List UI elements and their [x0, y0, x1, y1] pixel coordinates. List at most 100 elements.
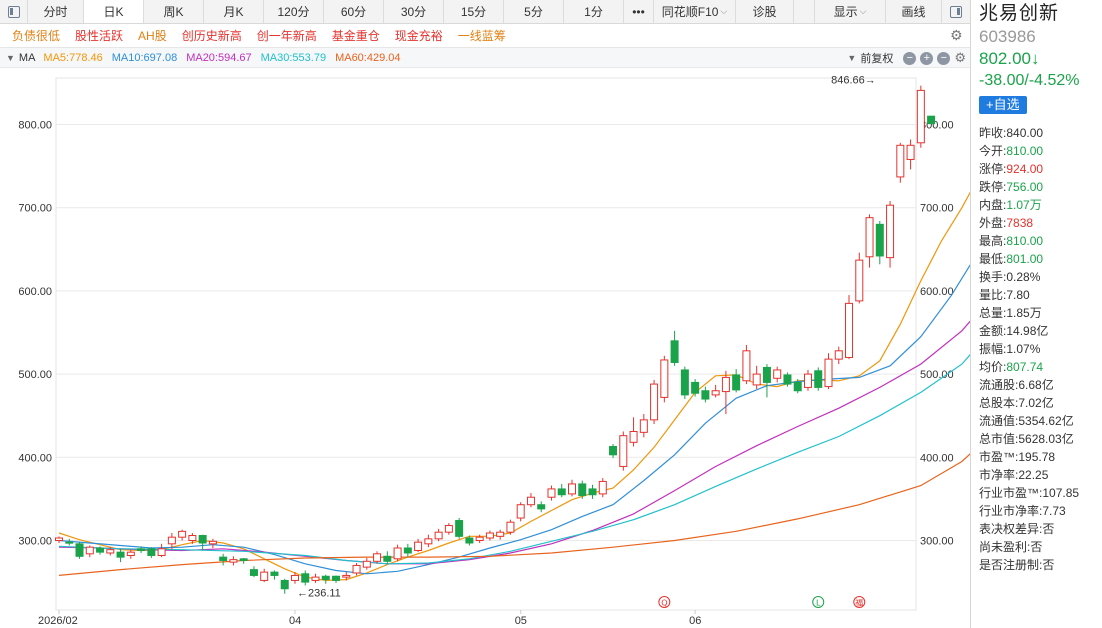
quote-row: 总股本: 7.02亿 [979, 394, 1102, 412]
display-dropdown[interactable]: 显示 ⌵ [814, 0, 886, 23]
candle-up [311, 576, 320, 581]
high-price-label: 846.66→ [831, 75, 876, 87]
stock-tag[interactable]: 一线蓝筹 [457, 29, 506, 43]
quote-row: 振幅: 1.07% [979, 340, 1102, 358]
collapse-chevron-icon[interactable]: ▼ [6, 52, 15, 63]
candle-up [414, 541, 423, 551]
candle-up [157, 548, 166, 556]
quote-label: 内盘: [979, 198, 1007, 212]
period-tab[interactable]: 日K [84, 0, 144, 23]
draw-line-button[interactable]: 画线 [886, 0, 942, 23]
quote-label: 行业市净率: [979, 504, 1043, 518]
quote-label: 行业市盈™: [979, 486, 1043, 500]
period-tab[interactable]: 分时 [28, 0, 84, 23]
x-tick-label: 06 [689, 615, 701, 627]
period-tab[interactable]: 同花顺F10 ⌵ [654, 0, 736, 23]
quote-row: 流通值: 5354.62亿 [979, 412, 1102, 430]
quote-row: 最低: 801.00 [979, 250, 1102, 268]
quote-label: 总市值: [979, 432, 1019, 446]
quote-value: 0.28% [1006, 270, 1041, 284]
candle-up [855, 259, 864, 302]
period-tab[interactable]: 周K [144, 0, 204, 23]
candle-up [126, 551, 135, 556]
quote-value: 807.74 [1006, 360, 1044, 374]
chart-settings-gear-icon[interactable]: ⚙ [954, 50, 966, 65]
stock-tag[interactable]: AH股 [138, 29, 167, 43]
stock-tag[interactable]: 负债很低 [12, 29, 61, 43]
stock-tag[interactable]: 创历史新高 [181, 29, 242, 43]
kline-chart-svg[interactable]: 300.00 300.00 400.00 400.00 500.00 500.00 600.… [0, 68, 970, 628]
add-to-watchlist-button[interactable]: +自选 [979, 96, 1027, 114]
candle-down [670, 340, 679, 363]
quote-value: 14.98亿 [1006, 324, 1049, 338]
candle-down [875, 223, 884, 257]
candle-up [342, 574, 351, 578]
quote-value: 1.07万 [1006, 198, 1042, 212]
candle-down [783, 374, 792, 385]
candle-up [444, 525, 453, 533]
candle-down [383, 555, 392, 562]
quote-fields: 昨收: 840.00 今开: 810.00 涨停: 924.00 跌停: 756.00 内盘: 1… [979, 124, 1102, 574]
period-tab[interactable]: 5分 [504, 0, 564, 23]
candle-down [270, 571, 279, 576]
period-tab-label: 30分 [400, 5, 427, 19]
period-tab[interactable]: 60分 [324, 0, 384, 23]
quote-value: 810.00 [1006, 144, 1044, 158]
zoom-out-icon[interactable]: − [903, 51, 917, 65]
quote-value: 756.00 [1006, 180, 1044, 194]
candle-down [732, 374, 741, 391]
candle-up [660, 359, 669, 398]
quote-row: 尚未盈利: 否 [979, 538, 1102, 556]
stock-tag[interactable]: 创一年新高 [256, 29, 317, 43]
candle-down [609, 445, 618, 456]
low-price-label: ←236.11 [297, 588, 341, 600]
gear-icon[interactable]: ⚙ [950, 27, 963, 43]
stock-tag[interactable]: 股性活跃 [75, 29, 124, 43]
stock-code: 603986 [979, 27, 1036, 46]
period-tab-label: 月K [223, 5, 244, 19]
candle-down [116, 551, 125, 558]
candle-down [280, 579, 289, 590]
candle-up [752, 373, 761, 386]
candle-down [465, 537, 474, 544]
candle-up [865, 217, 874, 258]
ma-legend-value: MA30:553.79 [260, 51, 327, 64]
period-tab-label: ••• [632, 4, 645, 19]
period-tab-label: 1分 [584, 5, 603, 19]
period-tab[interactable]: 15分 [444, 0, 504, 23]
quote-label: 表决权差异: [979, 522, 1043, 536]
quote-row: 跌停: 756.00 [979, 178, 1102, 196]
period-tab[interactable]: 诊股 [736, 0, 794, 23]
period-tab[interactable]: ••• [624, 0, 654, 23]
minimize-icon[interactable]: − [937, 51, 951, 65]
candle-up [598, 480, 607, 495]
candle-up [373, 553, 382, 562]
candle-down [239, 558, 248, 561]
zoom-in-icon[interactable]: + [920, 51, 934, 65]
stock-tag[interactable]: 基金重仓 [331, 29, 380, 43]
candle-down [137, 548, 146, 551]
y-tick-label-left: 500.00 [18, 369, 52, 381]
ma-line-ma10 [58, 264, 970, 575]
candle-down [557, 488, 566, 496]
quote-label: 昨收: [979, 126, 1007, 140]
candle-up [845, 302, 854, 358]
period-tab[interactable]: 月K [204, 0, 264, 23]
period-tab[interactable]: 30分 [384, 0, 444, 23]
quote-label: 总股本: [979, 396, 1019, 410]
kline-chart[interactable]: 300.00 300.00 400.00 400.00 500.00 500.00 600.… [0, 68, 970, 628]
ma-indicator-name[interactable]: MA [18, 51, 36, 64]
period-tab[interactable]: 1分 [564, 0, 624, 23]
x-tick-label: 05 [515, 615, 527, 627]
price-adjust-dropdown[interactable]: 前复权 [860, 53, 894, 65]
toggle-left-panel-button[interactable] [0, 0, 28, 23]
toggle-right-panel-button[interactable] [942, 0, 970, 23]
period-tab-label: 周K [163, 5, 184, 19]
candle-down [588, 488, 597, 496]
stock-tag[interactable]: 现金充裕 [394, 29, 443, 43]
candle-up [824, 358, 833, 388]
candle-up [896, 144, 905, 178]
plot-area [55, 77, 917, 611]
period-tab[interactable]: 120分 [264, 0, 324, 23]
quote-value: 5628.03亿 [1018, 432, 1074, 446]
